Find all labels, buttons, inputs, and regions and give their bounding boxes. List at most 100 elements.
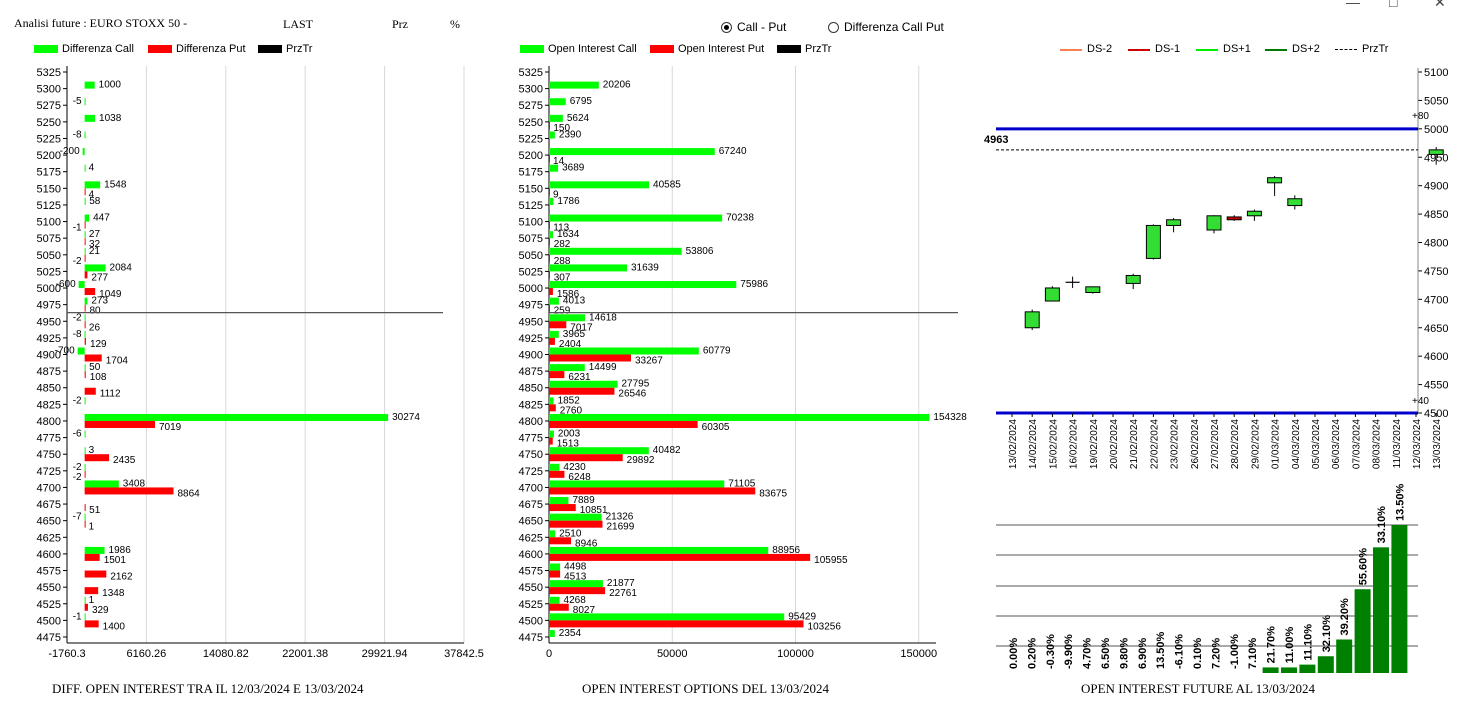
radio-diff-call-put[interactable]: Differenza Call Put [828,20,944,34]
call-data-label: 1634 [557,229,580,240]
x-tick-label: 29/02/2024 [1250,419,1261,469]
minimize-icon[interactable]: — [1346,0,1360,10]
radio-diff-call-put-label: Differenza Call Put [844,20,944,34]
call-data-label: -600 [56,279,76,290]
future-data-label: 11.00% [1284,626,1296,663]
put-bar [549,337,555,345]
put-data-label: 1513 [557,439,580,450]
put-bar [84,487,174,495]
call-data-label: 1548 [104,179,127,190]
y-tick-label: 5050 [519,250,543,262]
legend-label: PrzTr [805,43,832,55]
call-data-label: 6795 [570,96,593,107]
put-bar [549,470,565,478]
put-bar [84,304,86,312]
call-data-label: 70238 [726,213,754,224]
close-icon[interactable]: ✕ [1434,0,1446,10]
call-data-label: 4 [89,163,95,174]
call-data-label: 4268 [564,595,587,606]
put-data-label: 10851 [580,505,608,516]
legend-label: PrzTr [286,43,313,55]
call-data-label: 21326 [606,512,634,523]
y-tick-label: 5250 [37,117,61,129]
put-data-label: 2162 [110,572,133,583]
x-tick-label: 27/02/2024 [1210,419,1221,469]
call-bar [84,463,86,471]
put-data-label: 1348 [102,588,125,599]
y-tick-label: 4525 [37,599,61,611]
legend-label: DS-1 [1155,43,1181,55]
y-tick-label: 5175 [37,167,61,179]
put-data-label: -2 [73,256,82,267]
call-bar [84,214,90,222]
y-tick-label: 5200 [37,150,61,162]
call-bar [84,513,86,521]
legend-swatch-call [34,45,58,53]
call-data-label: -2 [73,395,82,406]
candle-body [1125,274,1141,284]
put-data-label: 29892 [627,455,655,466]
y-tick-label: 4875 [519,366,543,378]
call-bar [549,281,737,289]
x-tick-label: 07/03/2024 [1351,419,1362,469]
call-bar [549,231,554,239]
call-data-label: 53806 [686,246,714,257]
call-bar [549,513,602,521]
call-data-label: 3408 [123,478,146,489]
x-tick-label: 11/03/2024 [1392,419,1403,469]
candle-body [1246,210,1262,217]
put-bar [549,404,556,412]
call-bar [77,347,85,355]
call-data-label: 5624 [567,113,590,124]
put-bar [549,288,553,296]
put-bar [549,155,550,163]
y-tick-label: 5000 [1424,124,1448,136]
put-data-label: -1 [73,223,82,234]
call-data-label: -700 [55,346,75,357]
put-bar [84,420,156,428]
call-bar [549,297,559,305]
call-bar [549,214,723,222]
put-bar [84,570,107,578]
put-bar [84,504,86,512]
maximize-icon[interactable]: □ [1389,0,1398,10]
y-tick-label: 4500 [519,615,543,627]
future-data-label: 33.10% [1376,506,1388,544]
y-tick-label: 5075 [37,233,61,245]
call-data-label: -5 [73,96,82,107]
call-data-label: 50 [89,362,101,373]
y-tick-label: 4550 [37,582,61,594]
call-data-label: 1852 [558,395,581,406]
put-data-label: 329 [92,605,109,616]
future-data-label: 0.20% [1026,638,1038,669]
call-data-label: 60779 [703,346,731,357]
radio-call-put[interactable]: Call - Put [721,20,786,34]
y-tick-label: 4700 [1424,294,1448,306]
candle-body [1226,216,1242,221]
call-bar [84,397,86,405]
legend-line-ds1 [1196,49,1218,51]
put-data-label: 4 [89,189,95,200]
call-bar [549,480,725,488]
legend-swatch-put [650,45,674,53]
call-data-label: 1000 [99,80,122,91]
put-data-label: 32 [89,239,101,250]
y-tick-label: 5050 [37,250,61,262]
prz-label: Prz [392,17,408,31]
put-data-label: 105955 [814,555,848,566]
y-tick-label: 4925 [37,333,61,345]
put-data-label: 1112 [100,389,121,400]
call-bar [84,131,86,139]
future-data-label: 7.10% [1247,638,1259,669]
future-data-label: 21.70% [1266,626,1278,664]
future-bar [1262,667,1279,673]
x-tick-label: 16/02/2024 [1069,419,1080,469]
y-tick-label: 4900 [1424,181,1448,193]
put-data-label: 1501 [104,555,127,566]
call-data-label: 27795 [622,379,650,390]
put-data-label: 2760 [560,405,583,416]
put-data-label: 1400 [103,621,126,632]
call-bar [549,463,560,471]
call-data-label: 21877 [607,578,635,589]
